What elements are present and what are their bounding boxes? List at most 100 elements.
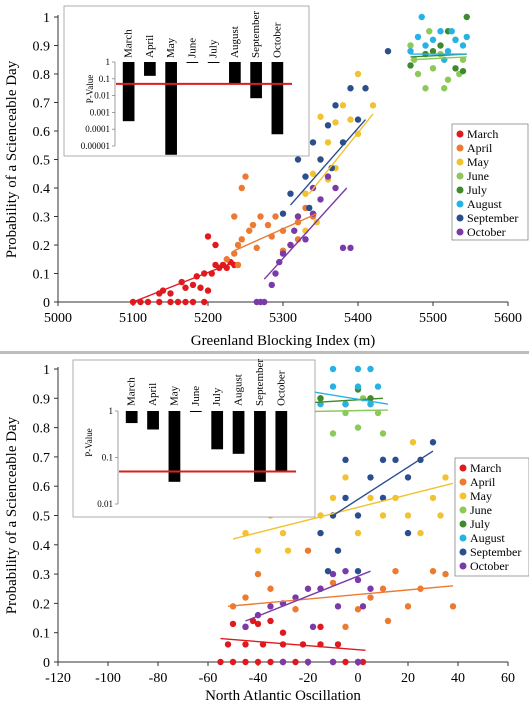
data-point <box>324 139 332 146</box>
data-point <box>384 48 392 55</box>
inset-bar-june <box>189 411 202 412</box>
legend-marker-september <box>456 214 464 222</box>
legend-marker-march <box>456 130 464 138</box>
data-point <box>254 620 262 628</box>
data-point <box>324 122 332 129</box>
legend-label-june: June <box>467 169 489 183</box>
data-point <box>354 512 362 519</box>
data-point <box>437 42 444 49</box>
inset-bar-april <box>144 62 156 76</box>
data-point <box>379 512 387 519</box>
legend-marker-september <box>459 548 467 556</box>
data-point <box>379 456 387 464</box>
x-tick-label: 5000 <box>44 311 72 326</box>
data-point <box>294 156 302 163</box>
panel-divider <box>0 351 529 354</box>
data-point <box>409 439 417 446</box>
inset-y-axis-title: P-Value <box>85 75 95 104</box>
legend-marker-may <box>456 158 464 166</box>
data-point <box>342 567 349 575</box>
data-point <box>182 298 189 306</box>
y-tick-label: 0.1 <box>33 268 51 283</box>
data-point <box>246 227 253 234</box>
y-tick-label: 0.6 <box>33 125 51 140</box>
inset-category-label: June <box>190 386 202 406</box>
x-tick-label: -120 <box>45 671 71 686</box>
data-point <box>459 42 467 49</box>
trendline-march <box>220 637 366 651</box>
x-tick-label: -80 <box>149 671 168 686</box>
data-point <box>304 585 312 592</box>
data-point <box>437 28 444 35</box>
legend-marker-august <box>456 200 464 208</box>
data-point <box>317 529 324 537</box>
data-point <box>272 213 279 220</box>
data-point <box>367 400 374 408</box>
trendline-june <box>410 56 467 61</box>
gbi-panel: 0 0.1 0.2 0.3 0.4 0.5 0.6 0.7 0.8 0.9 1 5000 5100 520… <box>4 5 529 349</box>
y-tick-label: 0.7 <box>33 97 51 112</box>
data-point <box>309 623 317 631</box>
data-point <box>426 28 433 35</box>
legend-marker-july <box>456 186 464 194</box>
data-point <box>292 658 299 666</box>
x-tick-label: 5500 <box>419 311 447 326</box>
inset-category-label: March <box>126 377 138 406</box>
data-point <box>374 383 382 390</box>
data-point <box>429 494 437 502</box>
data-point <box>309 139 317 146</box>
data-point <box>437 512 444 519</box>
data-point <box>304 658 312 666</box>
data-point <box>367 585 374 592</box>
x-tick-label: 20 <box>401 671 415 686</box>
trendline-march <box>132 261 235 303</box>
data-point <box>317 113 324 120</box>
inset-category-label: September <box>254 359 266 406</box>
data-point <box>234 261 242 269</box>
data-point <box>279 658 287 666</box>
data-point <box>144 298 152 306</box>
legend-marker-may <box>459 492 467 500</box>
x-tick-label: -60 <box>199 671 218 686</box>
series-september <box>317 439 437 575</box>
inset-category-label: July <box>208 39 220 58</box>
series-march <box>129 233 238 306</box>
data-point <box>449 603 457 610</box>
inset-bar-july <box>211 411 224 450</box>
data-point <box>417 529 424 537</box>
x-tick-label: 5300 <box>269 311 297 326</box>
data-point <box>204 287 212 294</box>
data-point <box>429 567 437 575</box>
data-point <box>414 70 422 78</box>
data-point <box>254 658 262 666</box>
data-point <box>317 196 324 203</box>
data-point <box>459 67 467 75</box>
inset-y-tick-label: 0.01 <box>97 499 113 509</box>
data-point <box>442 474 449 481</box>
data-point <box>334 603 342 610</box>
data-point <box>334 641 342 648</box>
inset-bar-september <box>250 62 262 99</box>
y-tick-label: 0.3 <box>33 568 51 583</box>
x-tick-label: 5400 <box>344 311 372 326</box>
data-point <box>174 298 182 306</box>
data-point <box>359 603 367 610</box>
legend-marker-march <box>459 464 467 472</box>
data-point <box>407 62 414 69</box>
inset-category-label: May <box>168 385 180 406</box>
inset-pvalue-chart: 1 0.1 0.01 0.001 0.0001 0.00001 P-Value March Ap… <box>63 5 310 157</box>
data-point <box>347 85 354 92</box>
data-point <box>229 620 237 628</box>
data-point <box>302 173 309 180</box>
data-point <box>242 623 249 631</box>
series-october <box>253 173 354 306</box>
inset-bar-june <box>186 62 199 63</box>
data-point <box>418 13 425 21</box>
data-point <box>272 270 279 277</box>
data-point <box>379 430 387 437</box>
inset-category-label: March <box>123 29 135 58</box>
data-point <box>294 213 302 220</box>
legend-label-august: August <box>470 531 505 545</box>
data-point <box>367 395 374 402</box>
x-tick-label: -40 <box>249 671 268 686</box>
